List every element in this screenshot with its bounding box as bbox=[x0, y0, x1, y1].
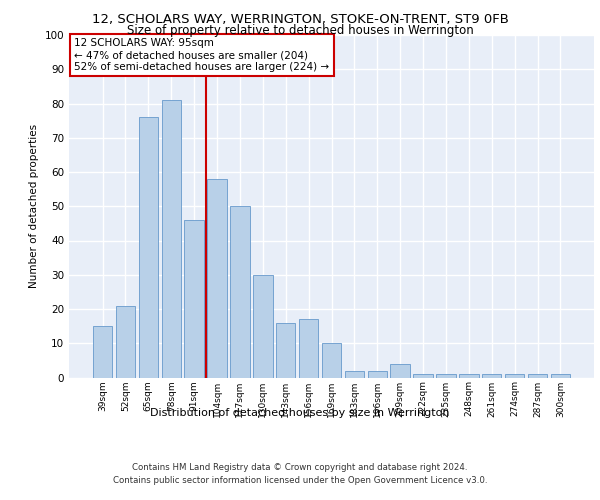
Bar bbox=[93, 326, 112, 378]
Bar bbox=[253, 275, 272, 378]
Bar bbox=[276, 322, 295, 378]
Bar bbox=[208, 179, 227, 378]
Text: Distribution of detached houses by size in Werrington: Distribution of detached houses by size … bbox=[150, 408, 450, 418]
Text: Size of property relative to detached houses in Werrington: Size of property relative to detached ho… bbox=[127, 24, 473, 37]
Bar bbox=[528, 374, 547, 378]
Text: 12 SCHOLARS WAY: 95sqm
← 47% of detached houses are smaller (204)
52% of semi-de: 12 SCHOLARS WAY: 95sqm ← 47% of detached… bbox=[74, 38, 329, 72]
Bar bbox=[482, 374, 502, 378]
Text: Contains public sector information licensed under the Open Government Licence v3: Contains public sector information licen… bbox=[113, 476, 487, 485]
Bar bbox=[116, 306, 135, 378]
Bar bbox=[505, 374, 524, 378]
Bar bbox=[161, 100, 181, 377]
Bar bbox=[184, 220, 204, 378]
Bar bbox=[551, 374, 570, 378]
Bar bbox=[459, 374, 479, 378]
Y-axis label: Number of detached properties: Number of detached properties bbox=[29, 124, 39, 288]
Bar bbox=[368, 370, 387, 378]
Bar bbox=[436, 374, 455, 378]
Bar bbox=[230, 206, 250, 378]
Bar bbox=[322, 343, 341, 378]
Text: Contains HM Land Registry data © Crown copyright and database right 2024.: Contains HM Land Registry data © Crown c… bbox=[132, 462, 468, 471]
Bar bbox=[344, 370, 364, 378]
Bar bbox=[413, 374, 433, 378]
Text: 12, SCHOLARS WAY, WERRINGTON, STOKE-ON-TRENT, ST9 0FB: 12, SCHOLARS WAY, WERRINGTON, STOKE-ON-T… bbox=[92, 12, 508, 26]
Bar bbox=[139, 117, 158, 378]
Bar bbox=[299, 320, 319, 378]
Bar bbox=[391, 364, 410, 378]
